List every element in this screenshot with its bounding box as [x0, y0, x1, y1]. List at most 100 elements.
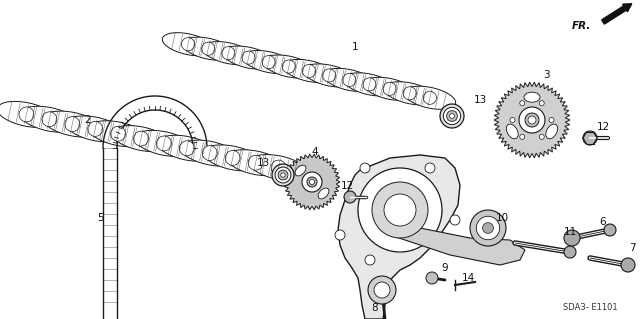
Ellipse shape [182, 37, 234, 60]
Ellipse shape [242, 51, 255, 64]
Ellipse shape [243, 50, 294, 74]
Circle shape [549, 117, 554, 122]
Ellipse shape [524, 92, 540, 102]
Circle shape [374, 282, 390, 298]
Circle shape [622, 259, 634, 271]
Ellipse shape [42, 112, 57, 127]
Text: 14: 14 [461, 273, 475, 283]
Ellipse shape [112, 126, 170, 152]
Ellipse shape [204, 145, 262, 171]
Circle shape [519, 107, 545, 133]
Circle shape [272, 164, 294, 186]
Ellipse shape [262, 56, 275, 69]
Circle shape [483, 223, 493, 234]
Circle shape [425, 163, 435, 173]
Ellipse shape [324, 68, 375, 92]
Circle shape [450, 215, 460, 225]
Ellipse shape [43, 111, 102, 137]
Ellipse shape [318, 188, 329, 199]
Ellipse shape [423, 91, 436, 104]
Circle shape [426, 272, 438, 284]
Ellipse shape [404, 86, 456, 109]
Ellipse shape [88, 122, 102, 136]
Circle shape [281, 173, 285, 177]
Text: 11: 11 [563, 227, 577, 237]
Circle shape [450, 114, 454, 118]
Ellipse shape [163, 33, 214, 56]
Ellipse shape [323, 69, 336, 82]
Text: 10: 10 [495, 213, 509, 223]
Text: 7: 7 [628, 243, 636, 253]
Circle shape [440, 104, 464, 128]
Text: 12: 12 [340, 181, 354, 191]
Ellipse shape [180, 140, 239, 166]
Circle shape [360, 163, 370, 173]
Ellipse shape [343, 73, 356, 86]
Circle shape [525, 113, 539, 127]
Text: 2: 2 [84, 115, 92, 125]
Text: 1: 1 [352, 42, 358, 52]
Circle shape [302, 172, 322, 192]
Ellipse shape [157, 136, 172, 151]
Ellipse shape [506, 124, 518, 139]
Ellipse shape [344, 73, 396, 96]
Circle shape [540, 100, 544, 106]
Ellipse shape [223, 46, 275, 69]
Ellipse shape [65, 117, 80, 131]
Ellipse shape [202, 146, 217, 160]
Ellipse shape [66, 116, 124, 142]
Text: 12: 12 [596, 122, 610, 132]
Circle shape [476, 216, 500, 240]
Circle shape [368, 276, 396, 304]
Ellipse shape [384, 82, 435, 105]
Ellipse shape [182, 38, 195, 51]
Circle shape [528, 116, 536, 124]
Ellipse shape [282, 60, 296, 73]
Circle shape [372, 182, 428, 238]
Ellipse shape [249, 155, 308, 181]
Circle shape [510, 117, 515, 122]
Ellipse shape [546, 124, 557, 139]
Ellipse shape [227, 150, 285, 176]
Ellipse shape [295, 165, 306, 176]
Circle shape [564, 230, 580, 246]
Circle shape [540, 134, 544, 139]
Circle shape [564, 246, 576, 258]
Ellipse shape [111, 126, 125, 141]
Circle shape [310, 180, 314, 184]
Ellipse shape [284, 59, 335, 83]
Ellipse shape [203, 41, 254, 65]
Ellipse shape [179, 141, 195, 156]
Polygon shape [390, 220, 525, 265]
Ellipse shape [271, 160, 286, 175]
Polygon shape [494, 82, 570, 158]
Circle shape [583, 131, 597, 145]
Circle shape [335, 230, 345, 240]
Ellipse shape [202, 42, 215, 55]
Circle shape [520, 100, 525, 106]
Polygon shape [338, 155, 460, 319]
Ellipse shape [383, 82, 396, 95]
Text: 5: 5 [97, 213, 103, 223]
Ellipse shape [303, 64, 316, 78]
Ellipse shape [19, 107, 34, 122]
FancyArrow shape [602, 4, 632, 24]
Circle shape [447, 111, 458, 122]
Ellipse shape [89, 121, 147, 147]
Circle shape [358, 168, 442, 252]
Circle shape [307, 177, 317, 187]
Ellipse shape [20, 106, 79, 132]
Ellipse shape [157, 135, 216, 161]
Circle shape [365, 255, 375, 265]
Circle shape [384, 194, 416, 226]
Ellipse shape [364, 77, 415, 100]
Circle shape [621, 258, 635, 272]
Circle shape [470, 210, 506, 246]
Ellipse shape [134, 130, 193, 156]
Circle shape [520, 134, 525, 139]
Text: 6: 6 [600, 217, 606, 227]
Ellipse shape [363, 78, 376, 91]
Circle shape [275, 167, 291, 183]
Polygon shape [284, 154, 340, 210]
Ellipse shape [303, 64, 355, 87]
